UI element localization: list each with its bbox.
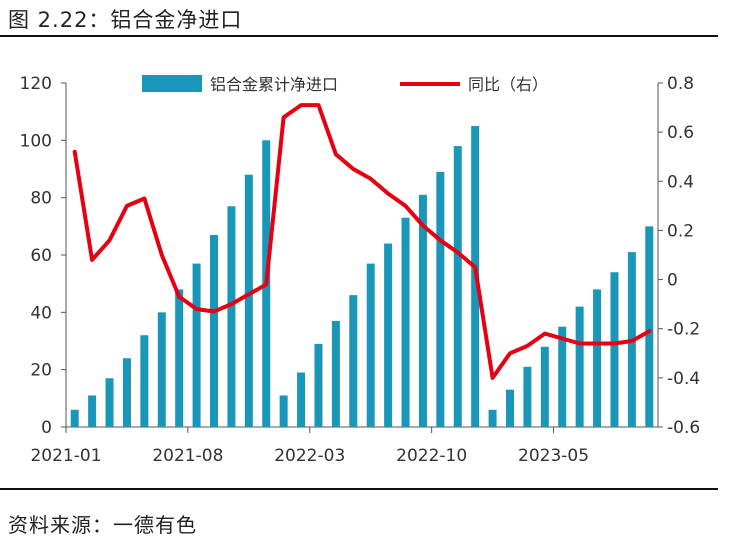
bar [523, 366, 532, 427]
left-tick-label: 80 [30, 189, 52, 209]
left-tick-label: 0 [41, 418, 52, 438]
bar [418, 194, 427, 427]
bar [192, 263, 201, 427]
x-axis: 2021-01 2021-08 2022-03 2022-10 2023-05 [30, 426, 658, 466]
bar [140, 335, 149, 427]
chart: 0 20 40 60 80 100 120 -0.6 -0.4 -0.2 0 0.2 0.4 0.6 0.… [20, 74, 701, 466]
right-tick-label: 0.8 [667, 74, 694, 94]
yoy-line [72, 103, 652, 380]
bar [157, 312, 166, 427]
bar [366, 263, 375, 427]
bar [210, 234, 218, 427]
right-tick-label: 0.2 [667, 221, 694, 241]
left-tick-label: 60 [30, 246, 52, 266]
x-tick-label: 2021-08 [152, 446, 223, 466]
bar [331, 320, 340, 427]
bar [401, 217, 410, 427]
bar [70, 409, 79, 427]
bar [227, 206, 236, 427]
source-note: 资料来源：一德有色 [8, 513, 197, 537]
right-tick-label: 0.6 [667, 123, 694, 143]
left-tick-label: 100 [20, 131, 52, 151]
bar [506, 389, 514, 427]
left-tick-label: 120 [20, 74, 52, 94]
x-tick-label: 2023-05 [518, 446, 589, 466]
bar [610, 272, 619, 427]
x-tick-label: 2022-10 [396, 446, 467, 466]
bar [105, 378, 114, 427]
bar [436, 171, 445, 427]
bar [645, 226, 654, 427]
figure-title: 图 2.22：铝合金净进口 [8, 8, 243, 32]
bottom-rule [0, 488, 718, 490]
legend-line-label: 同比（右） [468, 75, 548, 94]
bar [244, 174, 253, 427]
bar [540, 346, 549, 427]
right-tick-label: 0.4 [667, 172, 694, 192]
yoy-line-group [72, 103, 652, 380]
bar [384, 243, 393, 427]
bar [314, 343, 323, 427]
bars [70, 126, 654, 428]
left-tick-label: 40 [30, 303, 52, 323]
legend-bar-label: 铝合金累计净进口 [210, 75, 338, 94]
bar [558, 326, 567, 427]
bar [453, 146, 462, 428]
x-tick-label: 2021-01 [30, 446, 101, 466]
legend-bar-swatch [142, 75, 202, 92]
left-axis: 0 20 40 60 80 100 120 [20, 74, 67, 438]
bar [349, 295, 358, 427]
bar [575, 306, 584, 427]
right-axis: -0.6 -0.4 -0.2 0 0.2 0.4 0.6 0.8 [657, 74, 700, 438]
bar [279, 395, 288, 427]
legend: 铝合金累计净进口 同比（右） [142, 75, 548, 94]
bar [88, 395, 97, 427]
right-tick-label: -0.4 [667, 369, 700, 389]
bar [122, 358, 131, 427]
left-tick-label: 20 [30, 361, 52, 381]
right-tick-label: -0.6 [667, 418, 700, 438]
bar [593, 289, 602, 427]
bar [175, 289, 184, 427]
bar [488, 409, 497, 427]
bar [297, 372, 306, 427]
right-tick-label: -0.2 [667, 320, 700, 340]
right-tick-label: 0 [667, 271, 678, 291]
top-rule [0, 35, 718, 37]
x-tick-label: 2022-03 [274, 446, 345, 466]
